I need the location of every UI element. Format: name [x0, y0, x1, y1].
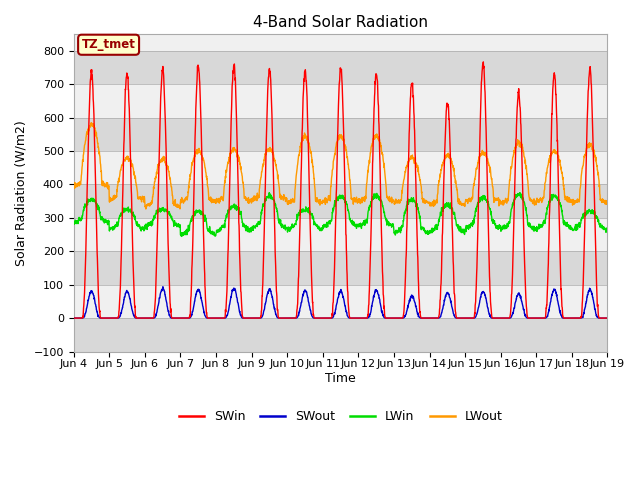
- SWout: [219, 315, 227, 321]
- LWout: [88, 120, 95, 126]
- Bar: [74, 285, 607, 318]
- LWout: [356, 201, 364, 206]
- Bar: [74, 218, 607, 251]
- LWin: [604, 226, 611, 232]
- LWin: [178, 234, 186, 240]
- Bar: [74, 151, 607, 184]
- LWout: [142, 206, 150, 212]
- LWin: [70, 220, 77, 226]
- Title: 4-Band Solar Radiation: 4-Band Solar Radiation: [253, 15, 428, 30]
- LWin: [356, 224, 364, 229]
- SWin: [479, 59, 487, 65]
- SWin: [496, 315, 504, 321]
- Line: LWin: LWin: [74, 192, 607, 237]
- LWin: [557, 204, 564, 209]
- Line: LWout: LWout: [74, 123, 607, 209]
- Bar: [74, 318, 607, 351]
- SWout: [70, 315, 77, 321]
- LWin: [516, 190, 524, 195]
- SWout: [572, 315, 579, 321]
- SWin: [219, 315, 227, 321]
- LWin: [368, 199, 376, 204]
- SWin: [356, 315, 364, 321]
- SWin: [367, 217, 375, 223]
- LWin: [219, 222, 227, 228]
- LWout: [219, 196, 227, 202]
- Bar: [74, 184, 607, 218]
- LWout: [604, 201, 611, 206]
- Bar: [74, 84, 607, 118]
- Bar: [74, 118, 607, 151]
- SWout: [159, 284, 167, 289]
- SWin: [572, 315, 579, 321]
- LWout: [557, 166, 564, 172]
- Line: SWout: SWout: [74, 287, 607, 318]
- SWout: [557, 310, 564, 315]
- SWin: [557, 263, 564, 269]
- Legend: SWin, SWout, LWin, LWout: SWin, SWout, LWin, LWout: [173, 406, 508, 428]
- Text: TZ_tmet: TZ_tmet: [82, 38, 136, 51]
- SWin: [70, 315, 77, 321]
- SWout: [604, 315, 611, 321]
- SWin: [604, 315, 611, 321]
- LWin: [496, 225, 504, 231]
- Y-axis label: Solar Radiation (W/m2): Solar Radiation (W/m2): [15, 120, 28, 265]
- SWout: [496, 315, 504, 321]
- SWout: [368, 303, 376, 309]
- Bar: [74, 51, 607, 84]
- Bar: [74, 251, 607, 285]
- SWout: [356, 315, 364, 321]
- LWin: [572, 222, 579, 228]
- LWout: [368, 144, 376, 149]
- LWout: [572, 199, 579, 205]
- LWout: [70, 182, 77, 188]
- Line: SWin: SWin: [74, 62, 607, 318]
- LWout: [496, 199, 504, 204]
- X-axis label: Time: Time: [325, 372, 356, 385]
